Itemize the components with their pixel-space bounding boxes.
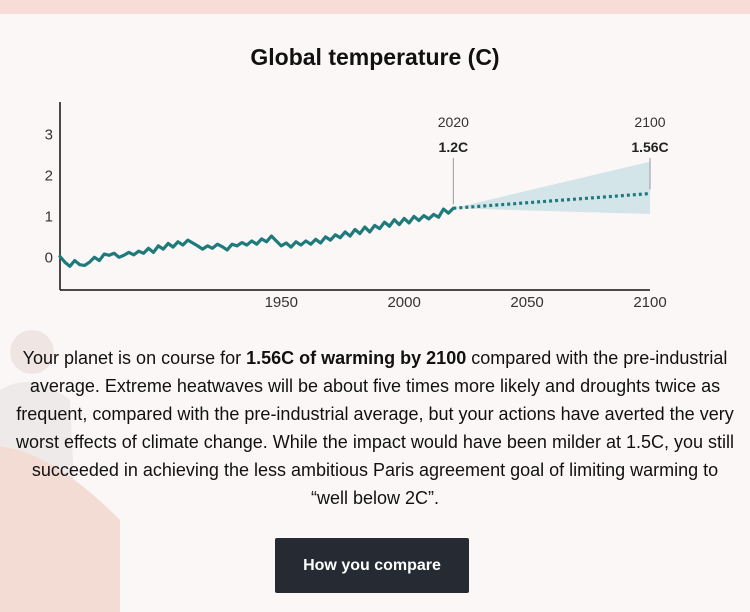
annotation-value: 1.2C <box>439 139 469 155</box>
y-tick-label: 0 <box>45 249 53 266</box>
summary-part2: compared with the pre-industrial average… <box>16 348 735 508</box>
summary-highlight: 1.56C of warming by 2100 <box>246 348 467 368</box>
background-illustration <box>0 330 120 612</box>
annotation-year: 2020 <box>438 114 469 130</box>
x-tick-label: 1950 <box>265 294 298 311</box>
projection-line <box>453 191 651 210</box>
observed-temperature-line <box>58 206 455 268</box>
annotation-value: 1.56C <box>631 139 668 155</box>
temperature-chart: 1950 2000 2050 2100 0 1 2 3 2020 1.2C 2100 1.56C <box>45 102 669 311</box>
x-tick-label: 2000 <box>387 294 420 311</box>
x-tick-label: 2050 <box>510 294 543 311</box>
annotation-year: 2100 <box>634 114 665 130</box>
uncertainty-band <box>453 161 650 214</box>
x-tick-label: 2100 <box>633 294 666 311</box>
summary-part1: Your planet is on course for <box>22 348 247 368</box>
summary-text: Your planet is on course for 1.56C of wa… <box>16 344 734 512</box>
chart-title: Global temperature (C) <box>250 44 500 70</box>
y-tick-label: 2 <box>45 168 53 185</box>
y-tick-label: 3 <box>45 127 53 144</box>
top-band <box>0 0 750 14</box>
how-you-compare-button[interactable]: How you compare <box>275 538 469 593</box>
y-tick-label: 1 <box>45 208 53 225</box>
